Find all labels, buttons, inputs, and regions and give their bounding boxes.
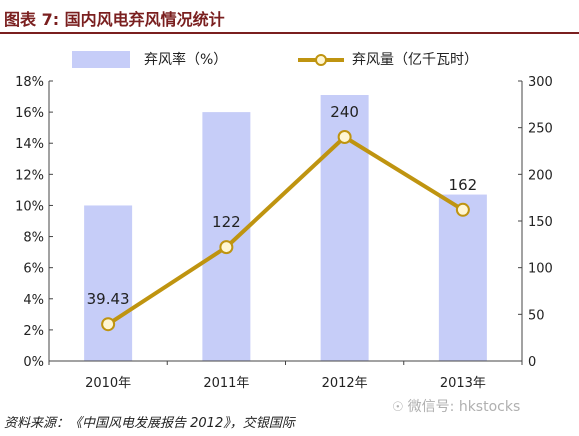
left-tick-label-6: 12% xyxy=(15,168,44,183)
line-point-3 xyxy=(455,202,470,217)
left-tick-label-0: 0% xyxy=(23,355,44,370)
bar-1 xyxy=(202,112,251,361)
left-tick-label-1: 2% xyxy=(23,324,44,339)
data-label-1: 122 xyxy=(212,213,241,231)
right-tick-label-2: 100 xyxy=(528,262,553,277)
left-tick-label-7: 14% xyxy=(15,137,44,152)
x-tick-label-3: 2013年 xyxy=(440,376,486,391)
left-tick-label-4: 8% xyxy=(23,231,44,246)
right-tick-label-4: 200 xyxy=(528,168,553,183)
legend-line-marker xyxy=(315,54,327,66)
bar-3 xyxy=(438,194,487,361)
legend-bar-label: 弃风率（%） xyxy=(144,51,227,68)
line-point-2 xyxy=(337,130,352,144)
source-note: 资料来源：《中国风电发展报告 2012》，交银国际 xyxy=(4,416,295,431)
left-tick-label-2: 4% xyxy=(23,293,44,308)
left-tick-label-3: 6% xyxy=(23,262,44,277)
watermark: ☉ 微信号: hkstocks xyxy=(392,396,520,416)
line-point-1 xyxy=(219,240,234,255)
legend-bar-swatch xyxy=(72,51,130,68)
line-series xyxy=(107,135,464,326)
legend-line-label: 弃风量（亿千瓦时） xyxy=(352,52,478,68)
x-tick-label-1: 2011年 xyxy=(203,376,249,391)
watermark-text: 微信号: hkstocks xyxy=(407,399,521,415)
bar-0 xyxy=(84,205,133,361)
wechat-icon: ☉ xyxy=(392,400,404,415)
left-tick-label-5: 10% xyxy=(15,199,44,214)
data-label-3: 162 xyxy=(449,176,478,194)
figure-title: 图表 7: 国内风电弃风情况统计 xyxy=(4,10,225,29)
right-tick-label-3: 150 xyxy=(528,215,553,230)
left-tick-label-9: 18% xyxy=(15,75,44,90)
x-tick-label-0: 2010年 xyxy=(85,376,131,391)
left-tick-label-8: 16% xyxy=(15,106,44,121)
data-label-0: 39.43 xyxy=(87,290,130,308)
right-tick-label-1: 50 xyxy=(528,308,545,323)
x-tick-label-2: 2012年 xyxy=(322,376,368,391)
line-point-0 xyxy=(101,317,116,332)
right-tick-label-0: 0 xyxy=(528,355,536,370)
data-label-2: 240 xyxy=(330,103,359,121)
right-tick-label-5: 250 xyxy=(528,122,553,137)
title-rule xyxy=(0,32,579,34)
right-tick-label-6: 300 xyxy=(528,75,553,90)
